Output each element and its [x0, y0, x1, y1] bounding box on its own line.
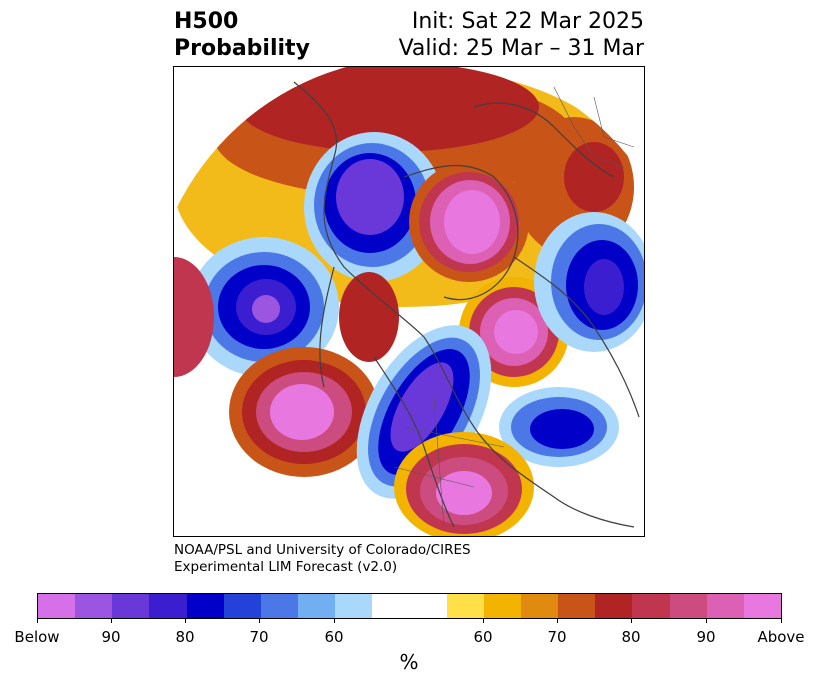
colorbar-tick-label: 60 — [324, 628, 344, 646]
probability-map-svg — [174, 67, 644, 536]
colorbar-tick-label: Below — [14, 628, 60, 646]
colorbar-segment — [75, 594, 113, 618]
colorbar-unit: % — [399, 650, 419, 674]
colorbar-segment — [743, 594, 782, 618]
colorbar-segment — [186, 594, 224, 618]
colorbar-tick-mark — [706, 618, 707, 623]
colorbar-tick-mark — [483, 618, 484, 623]
colorbar-segment — [558, 594, 596, 618]
colorbar-segment — [446, 594, 484, 618]
init-date: Init: Sat 22 Mar 2025 — [411, 9, 644, 34]
colorbar-segment — [483, 594, 522, 618]
colorbar-tick-label: 60 — [473, 628, 493, 646]
colorbar-segment — [260, 594, 299, 618]
colorbar-tick-mark — [631, 618, 632, 623]
valid-range: Valid: 25 Mar – 31 Mar — [398, 36, 644, 61]
colorbar-segment — [632, 594, 670, 618]
colorbar — [37, 593, 782, 619]
colorbar-tick-label: 70 — [249, 628, 269, 646]
probability-field — [174, 67, 644, 536]
forecast-dates: Init: Sat 22 Mar 2025 Valid: 25 Mar – 31… — [399, 8, 644, 62]
colorbar-segment — [298, 594, 336, 618]
credit-line-2: Experimental LIM Forecast (v2.0) — [174, 559, 398, 575]
forecast-map — [173, 66, 645, 537]
colorbar-segment — [149, 594, 187, 618]
colorbar-tick-mark — [185, 618, 186, 623]
colorbar-segment — [706, 594, 744, 618]
colorbar-tick-mark — [111, 618, 112, 623]
coastlines — [293, 81, 640, 528]
colorbar-tick-label: 80 — [621, 628, 641, 646]
colorbar-segment — [595, 594, 633, 618]
colorbar-tick-label: 80 — [175, 628, 195, 646]
product-name: Probability — [174, 36, 310, 61]
colorbar-segment — [521, 594, 559, 618]
colorbar-tick-mark — [37, 618, 38, 623]
field-name: H500 — [174, 9, 239, 34]
colorbar-tick-mark — [334, 618, 335, 623]
country-borders — [393, 86, 635, 528]
colorbar-segment — [112, 594, 150, 618]
map-title: H500 Probability — [174, 8, 310, 62]
colorbar-tick-label: 90 — [101, 628, 121, 646]
colorbar-tick-mark — [259, 618, 260, 623]
colorbar-segment — [38, 594, 76, 618]
colorbar-tick-label: 70 — [547, 628, 567, 646]
colorbar-segment — [669, 594, 707, 618]
credit-text: NOAA/PSL and University of Colorado/CIRE… — [174, 542, 471, 576]
colorbar-segment — [223, 594, 261, 618]
colorbar-tick-label: Above — [757, 628, 805, 646]
credit-line-1: NOAA/PSL and University of Colorado/CIRE… — [174, 542, 471, 558]
colorbar-tick-label: 90 — [696, 628, 716, 646]
colorbar-tick-mark — [781, 618, 782, 623]
colorbar-segment — [335, 594, 373, 618]
colorbar-tick-mark — [557, 618, 558, 623]
colorbar-segment — [372, 594, 447, 618]
